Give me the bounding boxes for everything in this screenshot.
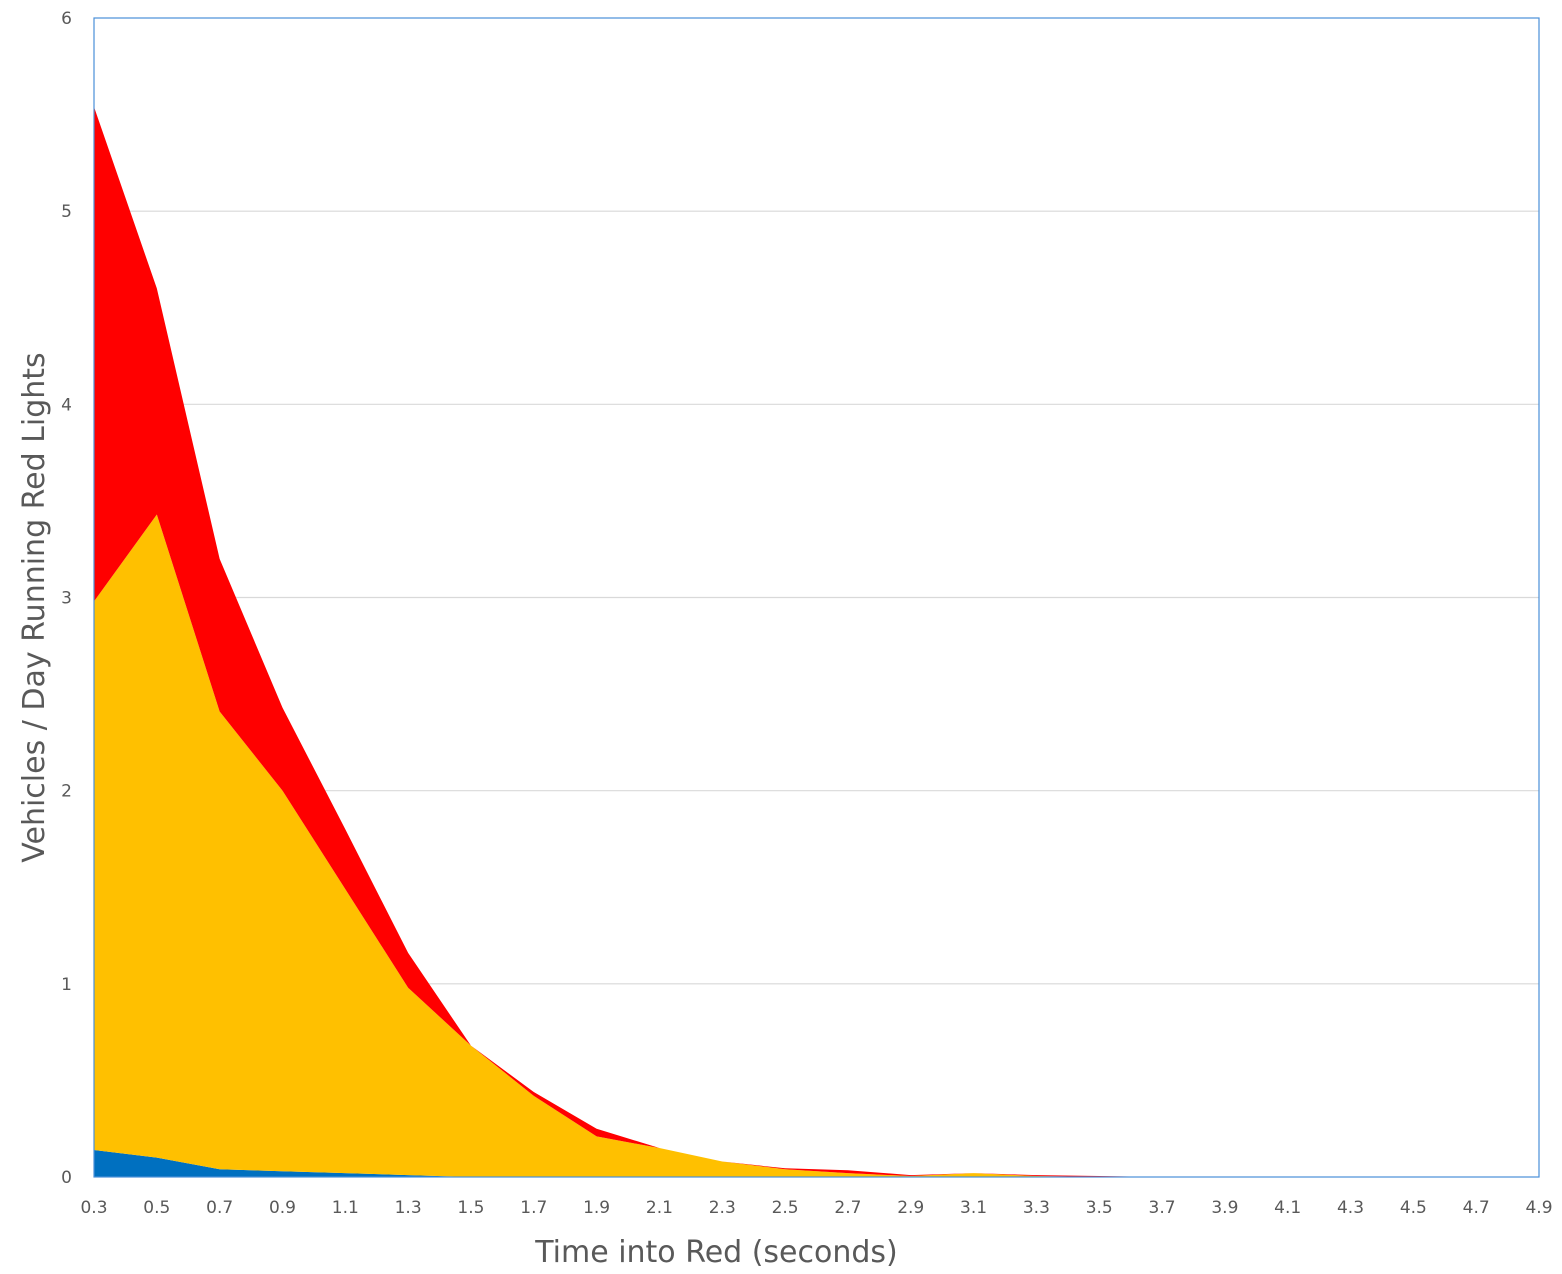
x-tick-label-15: 3.3 (1023, 1198, 1050, 1218)
gridlines (94, 210, 1539, 985)
area-series-group (94, 106, 1539, 1178)
area-series-1 (94, 514, 1539, 1177)
x-tick-label-1: 0.5 (143, 1198, 170, 1218)
x-tick-label-0: 0.3 (80, 1198, 107, 1218)
y-tick-label-5: 5 (61, 202, 72, 222)
y-tick-label-1: 1 (61, 975, 72, 995)
y-tick-labels: 0 1 2 3 4 5 6 (61, 9, 72, 1188)
y-tick-label-2: 2 (61, 782, 72, 802)
y-tick-label-4: 4 (61, 395, 72, 415)
x-tick-labels: 0.3 0.5 0.7 0.9 1.1 1.3 1.5 1.7 1.9 2.1 2.3 2.5 2.7 2… (80, 1198, 1552, 1218)
x-axis-title: Time into Red (seconds) (534, 1235, 898, 1270)
x-tick-label-14: 3.1 (960, 1198, 987, 1218)
x-tick-label-16: 3.5 (1086, 1198, 1113, 1218)
x-tick-label-17: 3.7 (1149, 1198, 1176, 1218)
x-tick-label-18: 3.9 (1211, 1198, 1238, 1218)
x-tick-label-8: 1.9 (583, 1198, 610, 1218)
y-axis-title: Vehicles / Day Running Red Lights (17, 352, 52, 862)
x-tick-label-22: 4.7 (1463, 1198, 1490, 1218)
x-tick-label-20: 4.3 (1337, 1198, 1364, 1218)
x-tick-label-11: 2.5 (772, 1198, 799, 1218)
y-tick-label-6: 6 (61, 9, 72, 29)
y-tick-label-0: 0 (61, 1168, 72, 1188)
y-tick-label-3: 3 (61, 589, 72, 609)
plot-area-border (93, 17, 1540, 1178)
x-tick-label-2: 0.7 (206, 1198, 233, 1218)
x-tick-label-6: 1.5 (457, 1198, 484, 1218)
x-tick-label-23: 4.9 (1525, 1198, 1552, 1218)
x-tick-label-10: 2.3 (709, 1198, 736, 1218)
x-tick-label-19: 4.1 (1274, 1198, 1301, 1218)
x-tick-label-7: 1.7 (520, 1198, 547, 1218)
x-tick-label-12: 2.7 (834, 1198, 861, 1218)
x-tick-label-21: 4.5 (1400, 1198, 1427, 1218)
x-tick-label-9: 2.1 (646, 1198, 673, 1218)
x-tick-label-5: 1.3 (395, 1198, 422, 1218)
x-tick-label-4: 1.1 (332, 1198, 359, 1218)
x-tick-label-13: 2.9 (897, 1198, 924, 1218)
x-tick-label-3: 0.9 (269, 1198, 296, 1218)
area-series-0 (94, 1149, 1539, 1177)
